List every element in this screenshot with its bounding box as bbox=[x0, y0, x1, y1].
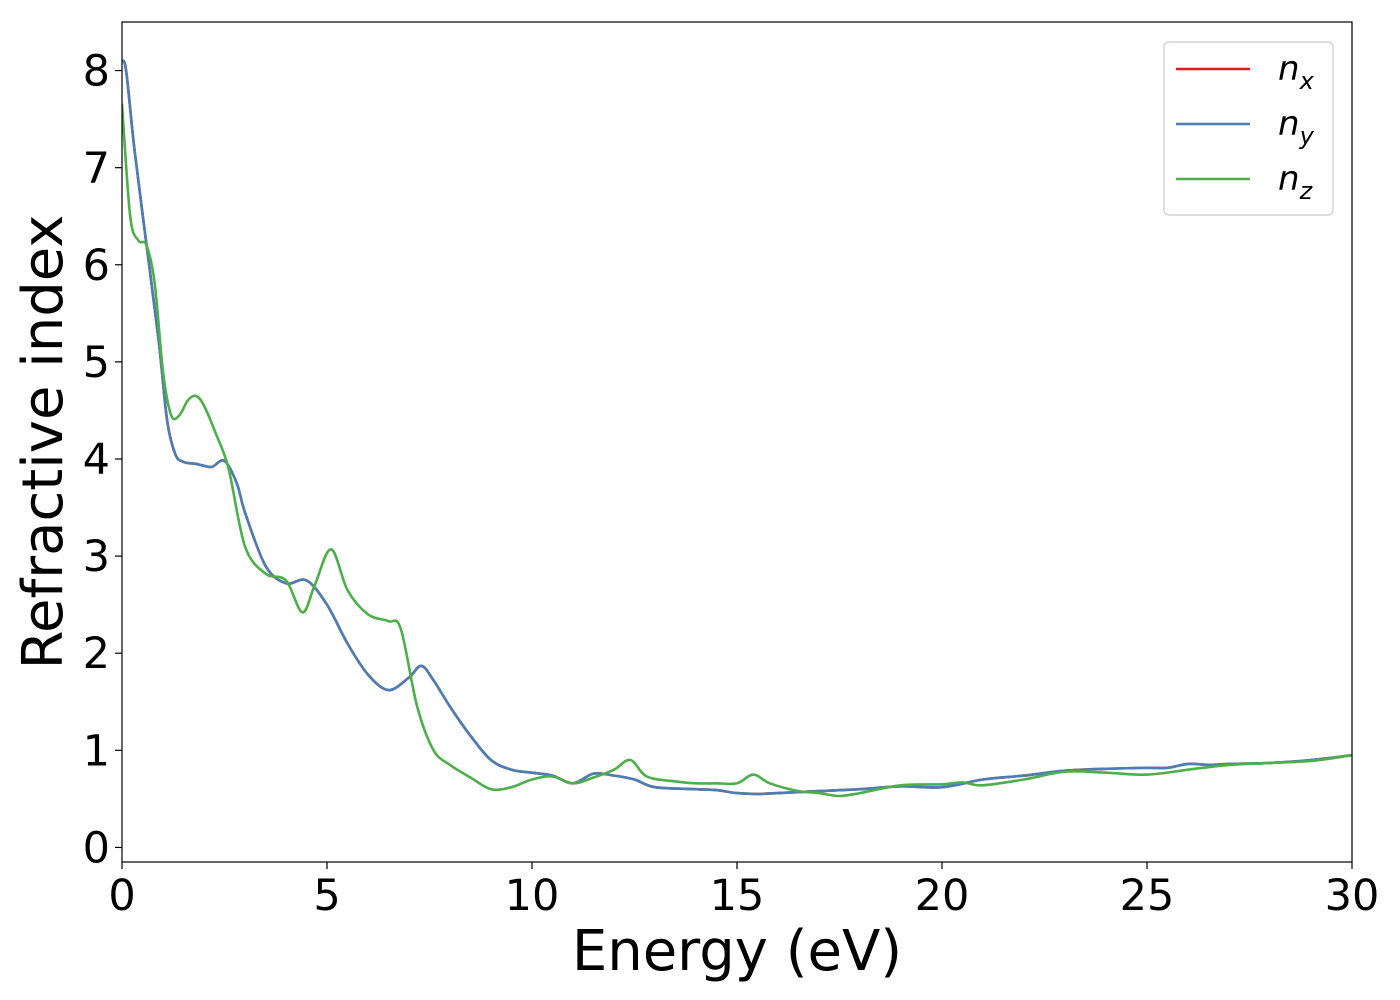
y-tick-label: 0 bbox=[83, 823, 110, 873]
y-tick-label: 7 bbox=[83, 144, 110, 194]
y-tick-label: 5 bbox=[83, 338, 110, 388]
y-tick-label: 6 bbox=[83, 241, 110, 291]
legend-label-nx: nx bbox=[1278, 49, 1315, 95]
x-tick-label: 5 bbox=[313, 871, 340, 921]
y-tick-label: 8 bbox=[83, 47, 110, 97]
legend-box bbox=[1163, 41, 1334, 216]
y-axis-ticks: 0 1 2 3 4 5 6 7 8 bbox=[83, 47, 122, 873]
legend-label-ny: ny bbox=[1278, 104, 1315, 150]
y-tick-label: 2 bbox=[83, 629, 110, 679]
x-axis-ticks: 0 5 10 15 20 25 30 bbox=[108, 862, 1379, 921]
legend: nx ny nz bbox=[1163, 41, 1334, 216]
x-tick-label: 10 bbox=[505, 871, 560, 921]
y-tick-label: 4 bbox=[83, 435, 110, 485]
x-axis-title: Energy (eV) bbox=[572, 919, 902, 984]
x-tick-label: 20 bbox=[915, 871, 970, 921]
y-tick-label: 3 bbox=[83, 532, 110, 582]
series-line-nz bbox=[122, 103, 1352, 798]
x-tick-label: 0 bbox=[108, 871, 135, 921]
legend-label-nz: nz bbox=[1278, 159, 1314, 205]
x-tick-label: 15 bbox=[710, 871, 765, 921]
y-tick-label: 1 bbox=[83, 726, 110, 776]
y-axis-title: Refractive index bbox=[11, 215, 76, 670]
series-layer bbox=[122, 59, 1352, 798]
x-tick-label: 25 bbox=[1120, 871, 1175, 921]
x-tick-label: 30 bbox=[1325, 871, 1380, 921]
